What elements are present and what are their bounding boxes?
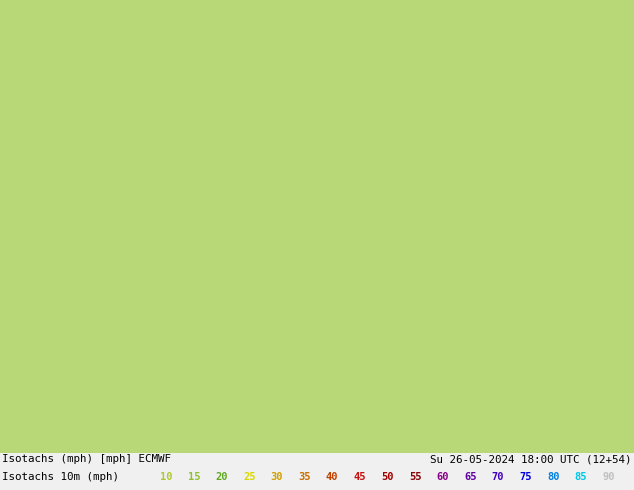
Text: 85: 85 [574, 472, 587, 482]
Text: Su 26-05-2024 18:00 UTC (12+54): Su 26-05-2024 18:00 UTC (12+54) [430, 454, 632, 464]
Text: 75: 75 [519, 472, 532, 482]
Text: 30: 30 [271, 472, 283, 482]
Text: Isotachs 10m (mph): Isotachs 10m (mph) [2, 472, 119, 482]
Polygon shape [0, 0, 634, 453]
Text: 10: 10 [160, 472, 172, 482]
Text: 60: 60 [436, 472, 449, 482]
Text: 15: 15 [188, 472, 200, 482]
Text: Isotachs (mph) [mph] ECMWF: Isotachs (mph) [mph] ECMWF [2, 454, 171, 464]
Text: 90: 90 [602, 472, 615, 482]
Text: 45: 45 [354, 472, 366, 482]
Text: 55: 55 [409, 472, 422, 482]
Text: 20: 20 [216, 472, 228, 482]
Text: 50: 50 [381, 472, 394, 482]
Text: 65: 65 [464, 472, 477, 482]
Text: 80: 80 [547, 472, 560, 482]
Text: 35: 35 [298, 472, 311, 482]
Text: 70: 70 [492, 472, 504, 482]
Text: 40: 40 [326, 472, 339, 482]
Text: 25: 25 [243, 472, 256, 482]
